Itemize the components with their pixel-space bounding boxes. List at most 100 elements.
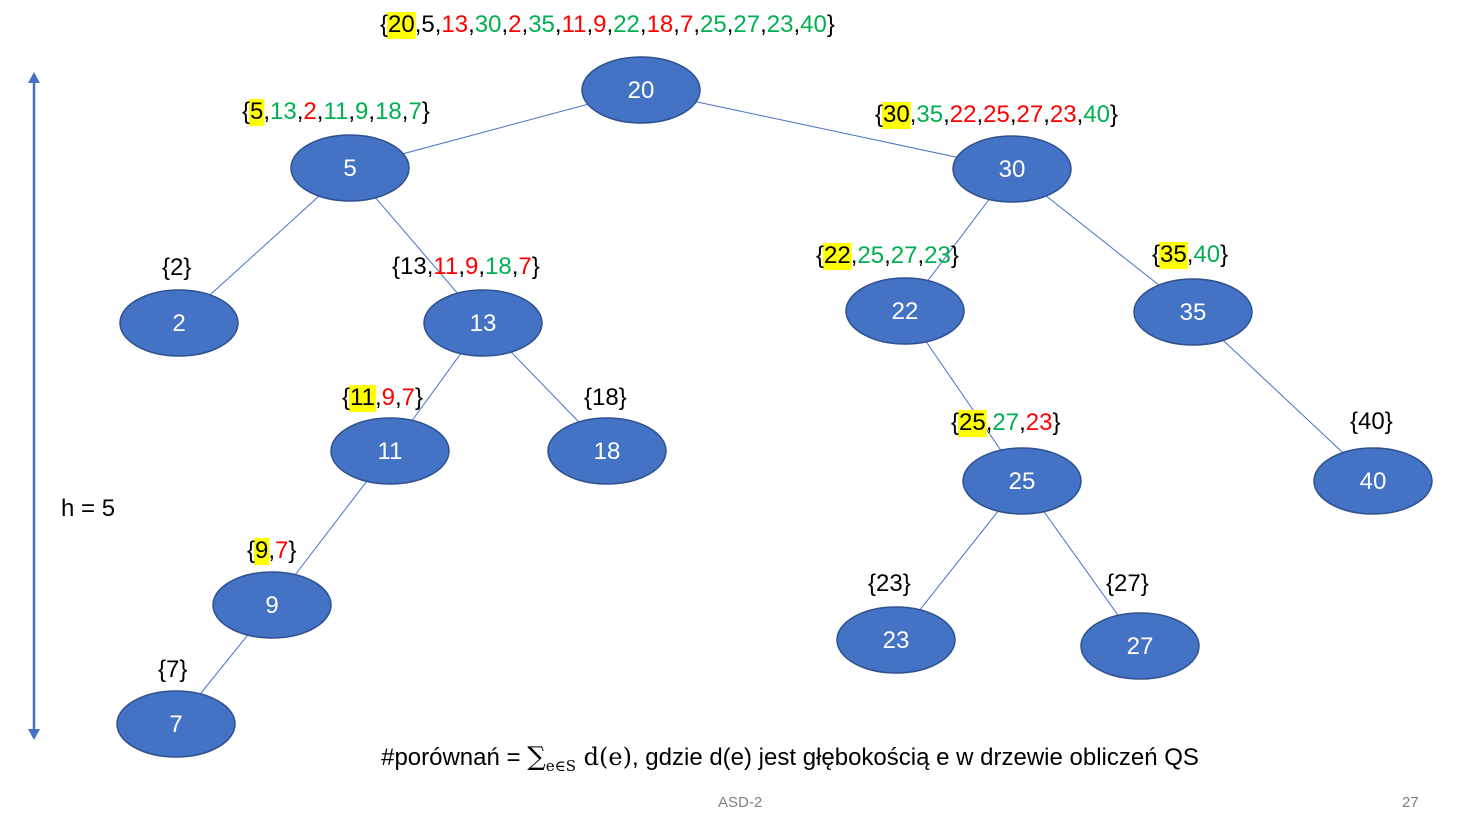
set-comma: ,: [317, 98, 324, 125]
set-comma: ,: [468, 11, 475, 38]
set-element: 5: [421, 11, 434, 38]
set-35: {35,40}: [1152, 241, 1228, 269]
set-element: 18: [485, 253, 512, 280]
set-element: 2: [303, 98, 316, 125]
set-comma: ,: [986, 409, 993, 436]
set-open-brace: {: [1152, 241, 1160, 268]
node-ellipse: [423, 289, 543, 357]
node-label: 7: [169, 711, 182, 738]
set-element: 25: [857, 242, 884, 269]
set-element: 22: [950, 101, 977, 128]
node-label: 27: [1127, 633, 1154, 660]
set-element: 2: [170, 254, 183, 281]
comparisons-formula: #porównań = ∑e∈S d(e), gdzie d(e) jest g…: [0, 742, 1474, 775]
set-label: {27}: [1106, 570, 1149, 597]
set-element: 23: [767, 11, 794, 38]
set-close-brace: }: [422, 98, 430, 125]
set-13: {13,11,9,18,7}: [392, 253, 540, 280]
set-comma: ,: [435, 11, 442, 38]
set-element: 9: [355, 98, 368, 125]
set-pivot: 22: [824, 242, 851, 269]
tree-node-22: 22: [845, 277, 965, 345]
set-comma: ,: [368, 98, 375, 125]
set-22: {22,25,27,23}: [816, 242, 959, 270]
node-label: 11: [378, 438, 403, 465]
node-label: 18: [594, 438, 621, 465]
set-label: {40}: [1350, 408, 1393, 435]
set-comma: ,: [851, 242, 858, 269]
pivot-highlight: [823, 243, 852, 270]
set-label: {35,40}: [1152, 241, 1228, 268]
set-pivot: 30: [883, 101, 910, 128]
node-label: 23: [883, 627, 910, 654]
set-comma: ,: [917, 242, 924, 269]
set-element: 7: [518, 253, 531, 280]
set-close-brace: }: [951, 242, 959, 269]
set-element: 13: [441, 11, 468, 38]
set-7: {7}: [158, 656, 187, 683]
height-label: h = 5: [61, 495, 116, 522]
set-close-brace: }: [1052, 409, 1060, 436]
set-element: 13: [270, 98, 297, 125]
set-element: 18: [375, 98, 402, 125]
set-label: {11,9,7}: [342, 384, 423, 411]
set-label: {18}: [584, 384, 627, 411]
pivot-highlight: [249, 99, 265, 126]
node-ellipse: [836, 606, 956, 674]
set-comma: ,: [348, 98, 355, 125]
set-comma: ,: [587, 11, 594, 38]
set-element: 7: [408, 98, 421, 125]
set-open-brace: {: [247, 537, 255, 564]
set-close-brace: }: [532, 253, 540, 280]
set-pivot: 9: [255, 537, 268, 564]
edge-20-30: [640, 89, 1013, 170]
node-ellipse: [212, 571, 332, 639]
node-label: 40: [1360, 468, 1387, 495]
set-label: {5,13,2,11,9,18,7}: [242, 98, 430, 125]
set-element: 7: [166, 656, 179, 683]
set-comma: ,: [1019, 409, 1026, 436]
set-comma: ,: [793, 11, 800, 38]
set-open-brace: {: [584, 384, 592, 411]
set-comma: ,: [884, 242, 891, 269]
set-open-brace: {: [392, 253, 400, 280]
sum-subscript: e∈S: [545, 757, 577, 775]
set-close-brace: }: [1141, 570, 1149, 597]
set-close-brace: }: [1220, 241, 1228, 268]
set-2: {2}: [162, 254, 191, 281]
set-close-brace: }: [1110, 101, 1118, 128]
pivot-highlight: [254, 538, 270, 565]
set-comma: ,: [607, 11, 614, 38]
set-element: 18: [592, 384, 619, 411]
set-element: 30: [475, 11, 502, 38]
set-pivot: 11: [350, 384, 375, 411]
set-comma: ,: [478, 253, 485, 280]
set-element: 40: [1358, 408, 1385, 435]
set-element: 25: [983, 101, 1010, 128]
node-ellipse: [962, 447, 1082, 515]
node-ellipse: [1080, 612, 1200, 680]
set-5: {5,13,2,11,9,18,7}: [242, 98, 430, 126]
set-comma: ,: [427, 253, 434, 280]
node-ellipse: [330, 417, 450, 485]
node-label: 13: [470, 310, 497, 337]
set-element: 23: [1050, 101, 1077, 128]
partition-sets: {20,5,13,30,2,35,11,9,22,18,7,25,27,23,4…: [158, 11, 1393, 683]
set-open-brace: {: [868, 570, 876, 597]
tree-node-30: 30: [952, 135, 1072, 203]
set-comma: ,: [522, 11, 529, 38]
set-label: {13,11,9,18,7}: [392, 253, 540, 280]
node-ellipse: [119, 289, 239, 357]
set-open-brace: {: [342, 384, 350, 411]
node-label: 25: [1009, 468, 1036, 495]
set-element: 9: [593, 11, 606, 38]
set-27: {27}: [1106, 570, 1149, 597]
set-element: 11: [323, 98, 348, 125]
set-comma: ,: [395, 384, 402, 411]
set-element: 11: [433, 253, 458, 280]
footer-title: ASD-2: [718, 794, 763, 811]
set-comma: ,: [673, 11, 680, 38]
set-comma: ,: [512, 253, 519, 280]
arrow-up-head: [28, 72, 40, 83]
